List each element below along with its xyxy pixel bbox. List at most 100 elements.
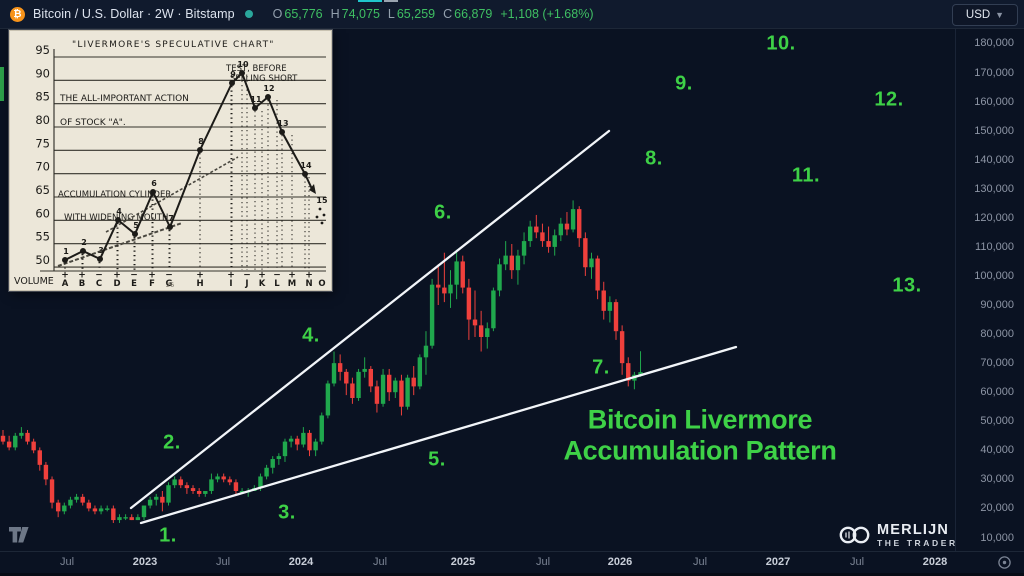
- svg-text:14: 14: [300, 161, 312, 170]
- time-axis[interactable]: Jul 2023 Jul 2024 Jul 2025 Jul 2026 Jul 2027 Jul 20…: [0, 551, 1024, 574]
- chevron-down-icon: ▼: [995, 10, 1005, 20]
- wave-number-label-13[interactable]: 13.: [892, 274, 922, 297]
- svg-text:5: 5: [133, 221, 139, 230]
- pattern-title-line2[interactable]: Accumulation Pattern: [563, 435, 837, 466]
- svg-text:M: M: [288, 279, 296, 288]
- inset-title: "LIVERMORE'S SPECULATIVE CHART": [72, 40, 275, 50]
- wave-number-label-4[interactable]: 4.: [302, 324, 320, 347]
- svg-text:9: 9: [230, 70, 236, 79]
- svg-text:6: 6: [151, 179, 157, 188]
- open-value: 65,776: [284, 7, 323, 21]
- inset-note-action-2: OF STOCK "A".: [60, 118, 126, 128]
- time-tick-label: 2025: [450, 556, 476, 568]
- wave-number-label-1[interactable]: 1.: [159, 524, 177, 547]
- inset-note-test-2: SELLING SHORT: [230, 74, 298, 84]
- wave-number-label-5[interactable]: 5.: [428, 448, 446, 471]
- svg-text:4: 4: [116, 207, 122, 216]
- wave-number-label-12[interactable]: 12.: [874, 88, 904, 111]
- currency-selector-button[interactable]: USD ▼: [952, 4, 1018, 26]
- svg-text:12: 12: [263, 84, 274, 93]
- close-label: C: [443, 7, 453, 21]
- price-tick-label: 80,000: [980, 328, 1014, 341]
- svg-text:+: +: [61, 271, 69, 281]
- time-tick-label: Jul: [372, 556, 388, 568]
- low-value: 65,259: [396, 7, 436, 21]
- svg-text:E: E: [131, 279, 137, 288]
- replay-progress-strip-2: [384, 0, 398, 2]
- svg-text:N: N: [305, 279, 312, 288]
- wave-number-label-9[interactable]: 9.: [675, 72, 693, 95]
- svg-text:60: 60: [35, 206, 50, 220]
- price-tick-label: 100,000: [974, 269, 1014, 282]
- svg-text:−: −: [243, 271, 251, 281]
- time-tick-label: Jul: [215, 556, 231, 568]
- wave-number-label-10[interactable]: 10.: [766, 32, 796, 55]
- inset-volume-label: VOLUME: [14, 276, 54, 287]
- bitcoin-logo-icon: ₿: [10, 6, 25, 22]
- symbol-title[interactable]: Bitcoin / U.S. Dollar · 2W · Bitstamp: [33, 7, 235, 21]
- wave-number-label-7[interactable]: 7.: [592, 356, 610, 379]
- market-status-icon[interactable]: [244, 10, 253, 18]
- svg-text:+: +: [78, 271, 86, 281]
- clipped-object-sliver: [0, 67, 4, 101]
- time-tick-label: Jul: [59, 556, 75, 568]
- inset-note-test-1: TEST, BEFORE: [225, 64, 287, 74]
- chart-topbar: ₿ Bitcoin / U.S. Dollar · 2W · Bitstamp …: [0, 0, 1024, 29]
- time-tick-label: 2026: [607, 556, 633, 568]
- price-tick-label: 60,000: [980, 386, 1014, 399]
- time-tick-label: 2023: [132, 556, 158, 568]
- price-tick-label: 50,000: [980, 415, 1014, 428]
- svg-text:L: L: [274, 279, 280, 288]
- price-tick-label: 110,000: [975, 240, 1014, 253]
- svg-text:I: I: [229, 279, 232, 288]
- wave-number-label-2[interactable]: 2.: [163, 431, 181, 454]
- wave-number-label-3[interactable]: 3.: [278, 501, 296, 524]
- svg-text:+: +: [227, 271, 235, 281]
- price-tick-label: 30,000: [980, 473, 1014, 486]
- infinity-logo-icon: [839, 526, 870, 544]
- watermark-name: MERLIJN: [877, 521, 950, 538]
- currency-label: USD: [965, 9, 991, 21]
- inset-cylinder-line-upper: [105, 156, 239, 233]
- close-value: 66,879: [454, 7, 493, 21]
- svg-text:C: C: [96, 279, 102, 288]
- wave-number-label-6[interactable]: 6.: [434, 201, 452, 224]
- inset-note-action-1: THE ALL-IMPORTANT ACTION: [59, 94, 189, 104]
- tradingview-logo-icon[interactable]: [8, 526, 32, 544]
- pattern-title-line1[interactable]: Bitcoin Livermore: [587, 404, 813, 435]
- watermark-subtitle: THE TRADER: [877, 538, 958, 548]
- svg-text:10: 10: [237, 60, 249, 69]
- svg-text:65: 65: [35, 183, 50, 197]
- svg-text:F: F: [149, 279, 155, 288]
- wave-number-label-11[interactable]: 11.: [791, 164, 821, 187]
- trendlines-layer: [129, 129, 738, 525]
- svg-text:D: D: [113, 279, 120, 288]
- svg-text:80: 80: [35, 113, 50, 127]
- svg-text:13: 13: [277, 119, 288, 128]
- svg-text:75: 75: [35, 136, 50, 150]
- svg-text:11: 11: [250, 95, 262, 104]
- ohlc-readout: O 65,776 H 74,075 L 65,259 C 66,879 +1,108 (…: [265, 7, 594, 21]
- svg-text:−: −: [130, 271, 138, 281]
- price-axis[interactable]: 180,000 170,000 160,000 150,000 140,000 130,0…: [955, 28, 1024, 551]
- svg-text:+: +: [288, 271, 296, 281]
- livermore-inset-image[interactable]: 95 90 85 80 75 70 65 60 55 50 "LIVERMORE'S SPECUL…: [9, 30, 332, 291]
- svg-text:3: 3: [98, 246, 104, 255]
- price-tick-label: 180,000: [974, 37, 1014, 50]
- axis-settings-icon[interactable]: [997, 555, 1012, 570]
- wave-number-label-8[interactable]: 8.: [645, 147, 663, 170]
- open-label: O: [272, 7, 283, 21]
- svg-text:O: O: [318, 279, 325, 288]
- price-tick-label: 10,000: [980, 531, 1014, 544]
- svg-text:15: 15: [316, 196, 328, 205]
- svg-text:+: +: [196, 271, 204, 281]
- svg-text:90: 90: [35, 66, 50, 80]
- price-tick-label: 140,000: [974, 153, 1014, 166]
- price-tick-label: 150,000: [974, 124, 1014, 137]
- inset-note-cylinder-1: ACCUMULATION CYLINDER: [58, 190, 171, 200]
- time-tick-label: Jul: [849, 556, 865, 568]
- time-tick-label: 2028: [922, 556, 948, 568]
